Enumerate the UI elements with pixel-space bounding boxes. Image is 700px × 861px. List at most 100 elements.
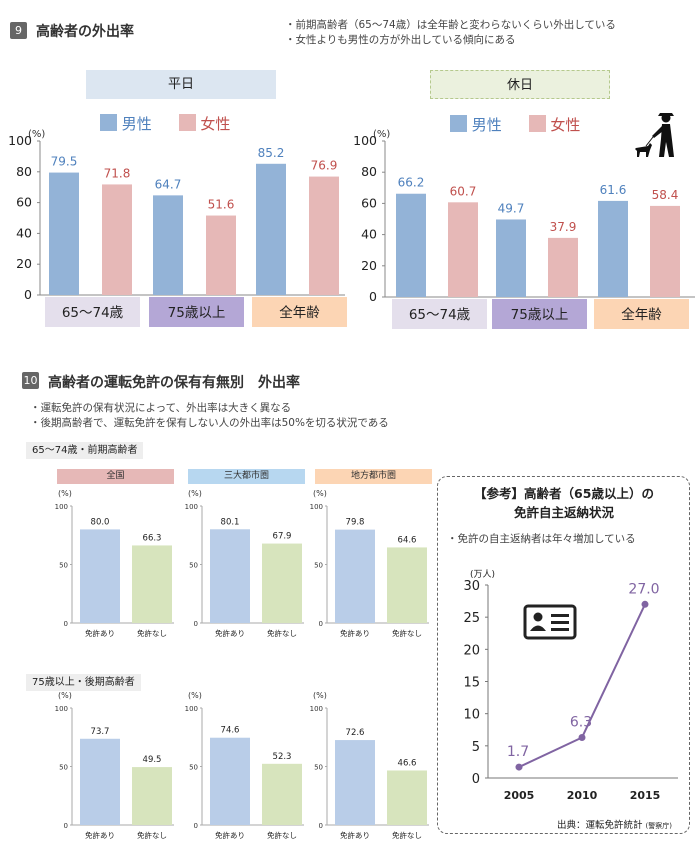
bar-male <box>256 163 286 295</box>
section-9-notes: ・前期高齢者（65〜74歳）は全年齢と変わらないくらい外出している ・女性よりも… <box>285 18 616 48</box>
data-label: 80.1 <box>221 517 240 527</box>
note-line: ・前期高齢者（65〜74歳）は全年齢と変わらないくらい外出している <box>285 19 616 31</box>
data-label: 51.6 <box>208 198 235 212</box>
category-box <box>252 297 347 327</box>
y-tick-label: 20 <box>361 258 377 273</box>
weekday-legend: 男性 女性 <box>100 113 230 134</box>
weekday-chart: (%) 0 20 40 60 80 100 79.5 71.8 65〜74歳 64.7 51.6 75歳… <box>8 129 347 327</box>
data-label: 64.7 <box>155 177 182 191</box>
category-label: 免許あり <box>340 830 370 840</box>
data-label: 27.0 <box>628 581 659 597</box>
bar-with-license <box>210 737 250 825</box>
data-label: 66.2 <box>398 176 425 190</box>
y-tick-label: 100 <box>185 503 198 511</box>
data-label: 76.9 <box>311 159 338 173</box>
section-9-number: 9 <box>10 22 27 39</box>
bar-with-license <box>80 529 120 623</box>
holiday-legend: 男性 女性 <box>450 114 580 135</box>
bar-without-license <box>132 545 172 623</box>
y-axis-unit: (万人) <box>470 569 495 580</box>
y-tick-label: 100 <box>310 503 323 511</box>
category-label: 全年齢 <box>279 304 320 321</box>
bar-female <box>650 205 680 297</box>
data-label: 79.5 <box>51 155 78 169</box>
y-tick-label: 50 <box>189 764 198 772</box>
legend-swatch-female <box>178 114 196 131</box>
bar-with-license <box>335 529 375 623</box>
category-box <box>45 297 140 327</box>
bar-male <box>396 193 426 297</box>
series-line <box>518 603 646 768</box>
chart-g1-metro: (%) 0 50 100 80.1 免許あり 67.9 免許なし <box>185 489 304 638</box>
bar-without-license <box>262 763 302 825</box>
y-tick-label: 50 <box>314 764 323 772</box>
category-label: 免許なし <box>392 830 422 840</box>
source-text: 出典：運転免許統計 <box>557 820 643 831</box>
y-tick-label: 100 <box>185 705 198 713</box>
category-label: 免許あり <box>340 628 370 638</box>
bar-without-license <box>387 770 427 825</box>
data-label: 79.8 <box>346 518 365 528</box>
chart-g1-national: (%) 0 50 100 80.0 免許あり 66.3 免許なし <box>55 489 174 638</box>
bar-with-license <box>80 738 120 825</box>
bar-male <box>49 172 79 295</box>
y-tick-label: 20 <box>16 256 32 271</box>
data-label: 58.4 <box>652 188 679 202</box>
category-label: 免許あり <box>215 628 245 638</box>
y-tick-label: 100 <box>353 133 377 148</box>
x-tick-label: 2015 <box>630 789 661 802</box>
chart-g2-metro: (%) 0 50 100 74.6 免許あり 52.3 免許なし <box>185 691 304 840</box>
bar-with-license <box>335 740 375 825</box>
y-tick-label: 100 <box>55 503 68 511</box>
chart-g2-local: (%) 0 50 100 72.6 免許あり 46.6 免許なし <box>310 691 429 840</box>
category-label: 75歳以上 <box>168 305 226 321</box>
returns-line-chart: (万人) 0 5 10 15 20 25 30 1.7 2005 6.3 2010 27.0 2015 <box>463 569 678 802</box>
bar-female <box>309 176 339 295</box>
y-tick-label: 0 <box>194 822 198 830</box>
bar-male <box>496 219 526 297</box>
group2-label: 75歳以上・後期高齢者 <box>26 674 141 691</box>
bar-without-license <box>132 767 172 825</box>
holiday-panel-title: 休日 <box>430 70 610 99</box>
y-tick-label: 80 <box>16 164 32 179</box>
note-line: ・女性よりも男性の方が外出している傾向にある <box>285 34 516 46</box>
data-label: 66.3 <box>143 533 162 543</box>
x-tick-label: 2005 <box>504 789 535 802</box>
y-axis-unit: (%) <box>58 489 72 498</box>
reference-box <box>437 476 690 834</box>
y-tick-label: 50 <box>314 562 323 570</box>
y-tick-label: 0 <box>472 772 480 787</box>
category-box <box>594 299 689 329</box>
area-label-local: 地方都市圏 <box>315 469 432 484</box>
y-tick-label: 80 <box>361 164 377 179</box>
section-9-title: 高齢者の外出率 <box>36 24 134 40</box>
section-10-notes: ・運転免許の保有状況によって、外出率は大きく異なる ・後期高齢者で、運転免許を保… <box>30 401 389 431</box>
y-tick-label: 0 <box>64 620 68 628</box>
holiday-chart: (%) 0 20 40 60 80 100 66.2 60.7 65〜74歳 49.7 37.9 75歳… <box>353 129 695 329</box>
y-tick-label: 100 <box>310 705 323 713</box>
y-tick-label: 0 <box>194 620 198 628</box>
category-box <box>149 297 244 327</box>
note-line: ・運転免許の保有状況によって、外出率は大きく異なる <box>30 402 292 414</box>
dog-walker-icon <box>635 113 674 157</box>
data-label: 74.6 <box>221 726 240 736</box>
data-label: 61.6 <box>600 183 627 197</box>
y-axis-unit: (%) <box>373 129 390 140</box>
reference-source: 出典：運転免許統計 (警察庁) <box>557 817 672 831</box>
y-axis-unit: (%) <box>58 691 72 700</box>
legend-swatch-male <box>100 114 117 131</box>
area-label-metro: 三大都市圏 <box>188 469 305 484</box>
data-point <box>641 600 649 608</box>
section-10-number: 10 <box>22 372 39 389</box>
bar-female <box>206 215 236 295</box>
category-label: 免許あり <box>215 830 245 840</box>
source-small-text: (警察庁) <box>645 822 673 830</box>
section-10-title: 高齢者の運転免許の保有有無別 外出率 <box>48 375 300 391</box>
category-label: 免許あり <box>85 830 115 840</box>
data-point <box>515 763 523 771</box>
license-card-icon <box>523 604 577 640</box>
data-label: 46.6 <box>398 758 417 768</box>
data-label: 60.7 <box>450 184 477 198</box>
bar-male <box>598 200 628 297</box>
y-tick-label: 0 <box>24 287 32 302</box>
